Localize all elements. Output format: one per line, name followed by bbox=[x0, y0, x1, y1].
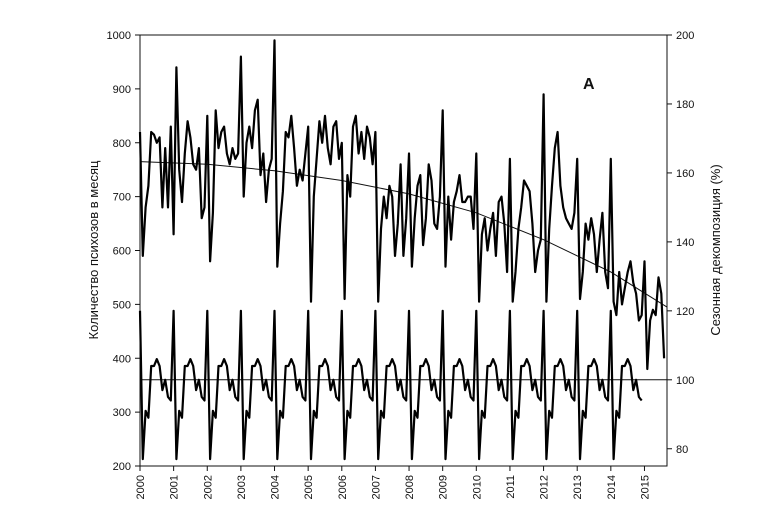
right-tick-label: 100 bbox=[676, 375, 694, 387]
x-tick-label: 2000 bbox=[135, 475, 147, 499]
right-tick-label: 160 bbox=[676, 168, 694, 180]
x-tick-label: 2014 bbox=[606, 475, 618, 499]
x-tick-label: 2008 bbox=[404, 475, 416, 499]
x-tick-label: 2003 bbox=[236, 475, 248, 499]
x-tick-label: 2007 bbox=[370, 475, 382, 499]
x-tick-label: 2009 bbox=[438, 475, 450, 499]
left-tick-label: 800 bbox=[113, 138, 131, 150]
left-tick-label: 300 bbox=[113, 407, 131, 419]
right-tick-label: 180 bbox=[676, 99, 694, 111]
left-tick-label: 900 bbox=[113, 84, 131, 96]
x-tick-label: 2002 bbox=[202, 475, 214, 499]
series-monthly-count-line bbox=[138, 39, 666, 371]
left-tick-label: 600 bbox=[113, 246, 131, 258]
right-axis-title: Сезонная декомпозиция (%) bbox=[708, 164, 723, 335]
left-tick-label: 200 bbox=[113, 461, 131, 473]
right-tick-label: 140 bbox=[676, 237, 694, 249]
x-tick-label: 2013 bbox=[572, 475, 584, 499]
series-seasonal-decomposition-line bbox=[138, 309, 643, 461]
right-tick-label: 200 bbox=[676, 30, 694, 42]
right-axis-ticks: 80 100 120 140 160 180 200 bbox=[667, 30, 694, 456]
panel-label: A bbox=[583, 76, 595, 93]
left-tick-label: 400 bbox=[113, 353, 131, 365]
x-tick-label: 2005 bbox=[303, 475, 315, 499]
left-axis-title: Количество психозов в месяц bbox=[86, 160, 101, 339]
x-axis-ticks: 2000 2001 2002 2003 2004 2005 2006 2007 2008 2009… bbox=[135, 466, 651, 499]
left-tick-label: 500 bbox=[113, 299, 131, 311]
x-tick-label: 2004 bbox=[270, 475, 282, 499]
right-tick-label: 80 bbox=[676, 444, 688, 456]
left-tick-label: 1000 bbox=[107, 30, 131, 42]
x-tick-label: 2011 bbox=[505, 475, 517, 499]
x-tick-label: 2010 bbox=[471, 475, 483, 499]
left-axis-ticks: 200 300 400 500 600 700 800 900 1000 bbox=[107, 30, 140, 473]
x-tick-label: 2012 bbox=[539, 475, 551, 499]
x-tick-label: 2001 bbox=[169, 475, 181, 499]
right-tick-label: 120 bbox=[676, 306, 694, 318]
x-tick-label: 2006 bbox=[337, 475, 349, 499]
left-tick-label: 700 bbox=[113, 192, 131, 204]
x-tick-label: 2015 bbox=[639, 475, 651, 499]
